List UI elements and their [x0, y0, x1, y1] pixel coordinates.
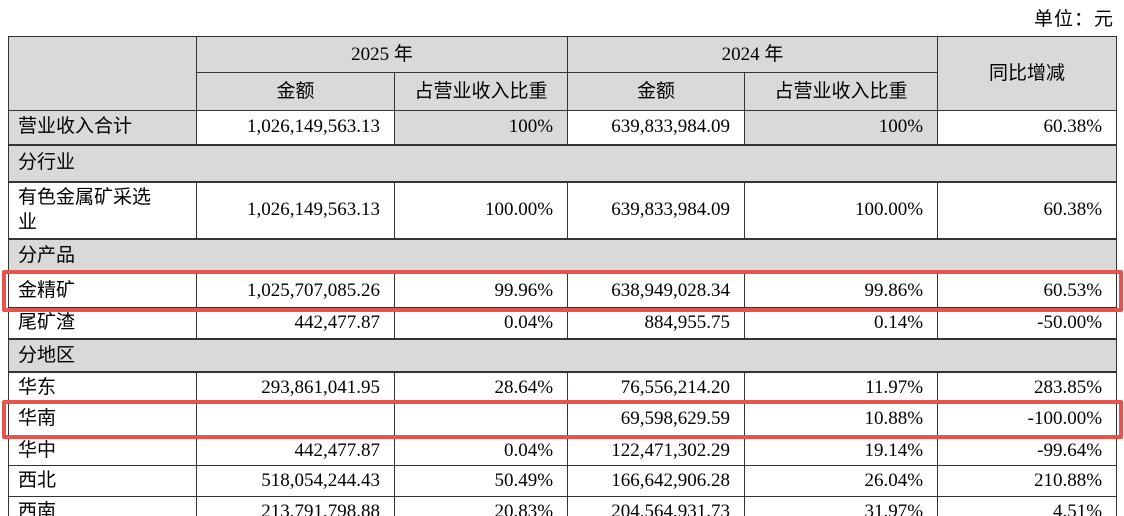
amount-2025-cell: 442,477.87	[196, 307, 395, 340]
amount-2025-cell	[196, 402, 395, 436]
amount-2025-cell: 518,054,244.43	[196, 465, 395, 497]
header-yoy: 同比增减	[937, 36, 1118, 111]
pct-2024-cell: 26.04%	[744, 465, 939, 497]
table-row-total-revenue: 营业收入合计 1,026,149,563.13 100% 639,833,984…	[8, 110, 1118, 145]
pct-2024-cell: 100%	[744, 110, 939, 145]
amount-2024-cell: 166,642,906.28	[567, 465, 746, 497]
header-row-subcolumns: 金额 占营业收入比重 金额 占营业收入比重	[9, 72, 1117, 111]
yoy-cell: 283.85%	[937, 371, 1118, 404]
section-row-by-product: 分产品	[7, 237, 1118, 274]
pct-2024-cell: 0.14%	[744, 307, 939, 340]
pct-2025-cell: 50.49%	[393, 465, 569, 497]
amount-2024-cell: 122,471,302.29	[567, 434, 746, 467]
revenue-breakdown-table: 2025 年 2024 年 同比增减 金额 占营业收入比重 金额 占营业收入比重…	[7, 36, 1118, 516]
pct-2025-cell: 99.96%	[393, 272, 569, 309]
pct-2024-cell: 19.14%	[744, 434, 939, 467]
pct-2024-cell: 31.97%	[744, 495, 939, 516]
amount-2025-cell: 293,861,041.95	[196, 371, 395, 404]
table-row-central-china: 华中 442,477.87 0.04% 122,471,302.29 19.14…	[8, 434, 1118, 467]
yoy-cell: -99.64%	[937, 434, 1118, 467]
table-row-tailings: 尾矿渣 442,477.87 0.04% 884,955.75 0.14% -5…	[8, 307, 1118, 340]
pct-2025-cell: 0.04%	[393, 307, 569, 340]
amount-2024-cell: 884,955.75	[567, 307, 746, 340]
row-label: 西北	[8, 465, 197, 497]
row-label: 有色金属矿采选业	[8, 180, 197, 240]
yoy-cell: 60.38%	[937, 110, 1118, 145]
header-amount-2025: 金额	[196, 72, 395, 111]
section-row-by-region: 分地区	[7, 337, 1118, 373]
amount-2025-cell: 1,026,149,563.13	[196, 110, 395, 145]
yoy-cell: 60.53%	[937, 272, 1118, 309]
table-row-south-china: 华南 69,598,629.59 10.88% -100.00%	[8, 402, 1118, 436]
header-empty-cell	[8, 36, 197, 111]
amount-2024-cell: 204,564,931.73	[567, 495, 746, 516]
pct-2025-cell	[393, 402, 569, 436]
pct-2025-cell: 100.00%	[393, 180, 569, 240]
table-row-northwest: 西北 518,054,244.43 50.49% 166,642,906.28 …	[8, 465, 1118, 497]
amount-2025-cell: 442,477.87	[196, 434, 395, 467]
table-row-east-china: 华东 293,861,041.95 28.64% 76,556,214.20 1…	[8, 371, 1118, 404]
header-row-years: 2025 年 2024 年 同比增减	[8, 36, 1118, 111]
yoy-cell: -100.00%	[937, 402, 1118, 436]
row-label: 金精矿	[8, 272, 197, 309]
pct-2024-cell: 10.88%	[744, 402, 939, 436]
amount-2024-cell: 76,556,214.20	[567, 371, 746, 404]
amount-2025-cell: 1,026,149,563.13	[196, 180, 395, 240]
amount-2024-cell: 69,598,629.59	[567, 402, 746, 436]
yoy-cell: 210.88%	[937, 465, 1118, 497]
row-label: 营业收入合计	[8, 110, 197, 145]
header-pct-2024: 占营业收入比重	[744, 72, 939, 111]
unit-label: 单位：元	[1033, 9, 1114, 30]
header-year-2024: 2024 年	[567, 36, 939, 73]
header-amount-2024: 金额	[567, 72, 746, 111]
amount-2025-cell: 213,791,798.88	[196, 495, 395, 516]
row-label: 尾矿渣	[8, 307, 197, 340]
header-pct-2025: 占营业收入比重	[393, 72, 569, 111]
table-header: 2025 年 2024 年 同比增减 金额 占营业收入比重 金额 占营业收入比重	[8, 36, 1118, 111]
pct-2024-cell: 100.00%	[744, 180, 939, 240]
table-row-southwest: 西南 213,791,798.88 20.83% 204,564,931.73 …	[8, 495, 1118, 516]
amount-2024-cell: 639,833,984.09	[567, 180, 746, 240]
yoy-cell: 60.38%	[937, 180, 1118, 240]
pct-2024-cell: 99.86%	[744, 272, 939, 309]
pct-2024-cell: 11.97%	[744, 371, 939, 404]
pct-2025-cell: 100%	[393, 110, 569, 145]
section-label: 分行业	[7, 143, 1118, 183]
pct-2025-cell: 28.64%	[393, 371, 569, 404]
header-year-2025: 2025 年	[195, 36, 569, 73]
yoy-cell: 4.51%	[937, 495, 1118, 516]
row-label: 西南	[8, 495, 197, 516]
pct-2025-cell: 0.04%	[393, 434, 569, 467]
table-row-gold-concentrate: 金精矿 1,025,707,085.26 99.96% 638,949,028.…	[8, 272, 1118, 309]
row-label: 华南	[8, 402, 197, 436]
amount-2024-cell: 639,833,984.09	[567, 110, 746, 145]
pct-2025-cell: 20.83%	[393, 495, 569, 516]
yoy-cell: -50.00%	[937, 307, 1118, 340]
row-label: 华东	[8, 371, 197, 404]
row-label: 华中	[8, 434, 197, 467]
section-label: 分地区	[7, 337, 1118, 373]
section-label: 分产品	[7, 237, 1118, 274]
amount-2024-cell: 638,949,028.34	[567, 272, 746, 309]
amount-2025-cell: 1,025,707,085.26	[196, 272, 395, 309]
table-row-nonferrous-mining: 有色金属矿采选业 1,026,149,563.13 100.00% 639,83…	[8, 180, 1118, 240]
section-row-by-industry: 分行业	[7, 143, 1118, 183]
